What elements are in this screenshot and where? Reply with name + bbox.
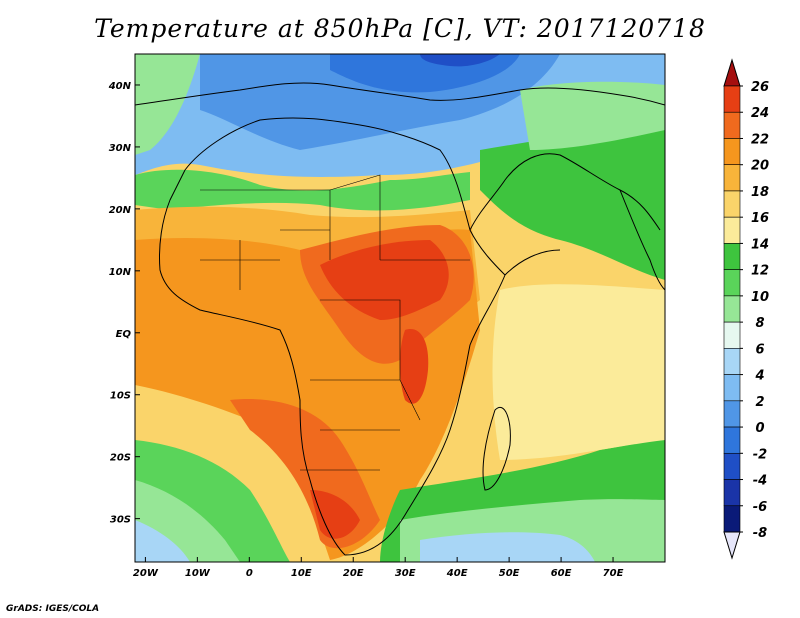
field-cool-northwest: [135, 54, 200, 155]
colorbar-box: [723, 243, 741, 270]
field-hottest-south: [310, 490, 360, 539]
plot-frame: [134, 53, 666, 563]
longitude-axis: 20W 10W 0 10E 20E 30E 40E 50E 60E 70E: [133, 557, 624, 579]
colorbar-box: [723, 426, 741, 454]
colorbar-label: -4: [753, 474, 767, 489]
colorbar-box: [723, 400, 741, 428]
lon-tick-label: 60E: [551, 568, 572, 579]
lat-tick-label: 10S: [110, 391, 131, 402]
colorbar-label: 18: [751, 185, 769, 200]
lat-tick-label: 40N: [108, 81, 132, 92]
coastlines: [135, 82, 665, 556]
colorbar-label: -8: [753, 526, 767, 541]
credit-label: GrADS: IGES/COLA: [6, 604, 100, 614]
field-very-cold-north: [420, 54, 500, 67]
latitude-axis: 40N 30N 20N 10N EQ 10S 20S 30S: [108, 81, 140, 526]
lat-tick-label: EQ: [116, 329, 132, 340]
lat-tick-label: 30N: [109, 143, 132, 154]
lat-tick-label: 20S: [110, 453, 131, 464]
lon-tick-label: 10W: [185, 568, 211, 579]
field-green-sahara: [135, 169, 470, 211]
madagascar-coastline: [482, 407, 511, 491]
colorbar-box: [723, 111, 741, 139]
field-lightgreen-iran: [520, 81, 665, 150]
colorbar-box: [723, 190, 741, 218]
colorbar-label: 8: [755, 316, 764, 331]
lon-tick-label: 40E: [446, 568, 468, 579]
colorbar-bottom-arrow: [723, 531, 741, 560]
colorbar-box: [723, 138, 741, 166]
field-cool-southindian: [420, 532, 595, 562]
colorbar-box: [723, 269, 741, 297]
arabia-coastline: [469, 153, 661, 276]
colorbar-label: 14: [751, 237, 769, 252]
lat-tick-label: 30S: [110, 515, 131, 526]
lon-tick-label: 30E: [395, 568, 416, 579]
india-coastline: [619, 189, 665, 291]
field-hottest-lakes: [399, 329, 429, 404]
europe-coastline: [135, 82, 665, 106]
colorbar-label: 20: [751, 159, 769, 174]
interior-borders: [200, 174, 470, 471]
lon-tick-label: 50E: [499, 568, 520, 579]
colorbar-box: [723, 452, 741, 480]
colorbar-label: -2: [753, 447, 767, 462]
africa-coastline: [159, 117, 506, 556]
lon-tick-label: 0: [246, 568, 253, 579]
colorbar-label: 16: [751, 211, 769, 226]
colorbar-label: 0: [755, 421, 764, 436]
colorbar-box: [723, 479, 741, 507]
colorbar-label: 6: [755, 342, 764, 357]
colorbar-label: 22: [751, 132, 769, 147]
colorbar-box: [723, 216, 741, 244]
map-title: Temperature at 850hPa [C], VT: 201712071…: [94, 14, 706, 43]
colorbar-box: [723, 321, 741, 349]
colorbar-label: 12: [751, 264, 769, 279]
colorbar-label: -6: [753, 500, 767, 515]
colorbar-top-arrow: [723, 58, 741, 87]
lat-tick-label: 10N: [109, 267, 132, 278]
lat-tick-label: 20N: [109, 205, 132, 216]
field-mild-indian: [492, 284, 665, 460]
lon-tick-label: 20W: [133, 568, 159, 579]
colorbar-label: 2: [755, 395, 764, 410]
lon-tick-label: 10E: [291, 568, 312, 579]
colorbar-box: [723, 505, 741, 533]
colorbar-label: 4: [754, 369, 764, 384]
lon-tick-label: 20E: [343, 568, 364, 579]
colorbar-label: 24: [751, 106, 769, 121]
colorbar-label: 10: [751, 290, 769, 305]
field-cool-southatlantic: [135, 520, 190, 562]
colorbar-box: [723, 164, 741, 192]
lon-tick-label: 70E: [603, 568, 624, 579]
colorbar-box: [723, 295, 741, 323]
colorbar-label: 26: [751, 80, 769, 95]
colorbar-box: [723, 374, 741, 402]
colorbar-box: [723, 348, 741, 375]
colorbar-box: [723, 85, 741, 113]
